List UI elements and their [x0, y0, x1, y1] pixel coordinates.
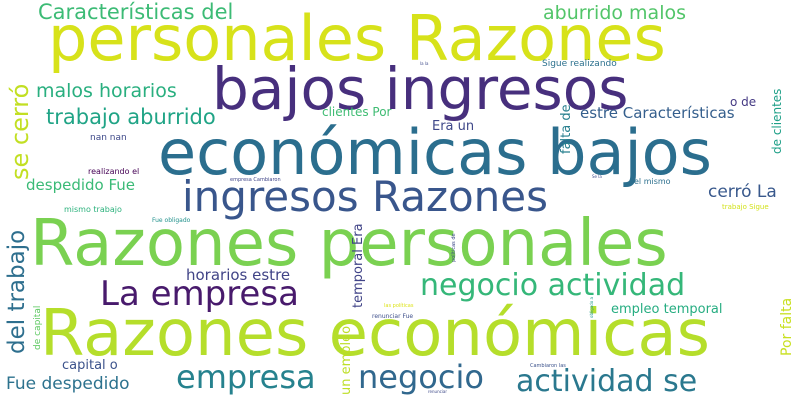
- word: renunciar Fue: [372, 313, 414, 320]
- word: malos horarios: [36, 80, 177, 102]
- word: empresa: [176, 358, 316, 396]
- word: Razones económicas: [40, 297, 710, 371]
- word: políticas de: [451, 233, 457, 262]
- word: obligado a: [589, 297, 594, 318]
- word: económicas bajos: [158, 116, 712, 189]
- word: actividad se: [516, 364, 698, 399]
- word: de clientes: [770, 88, 784, 154]
- word: aburrido malos: [543, 2, 686, 24]
- word: de capital: [33, 305, 43, 350]
- word: Razones personales: [30, 207, 668, 281]
- word: trabajo aburrido: [46, 105, 216, 129]
- word: despedido Fue: [26, 176, 136, 194]
- word: negocio: [358, 358, 484, 396]
- word: la la: [420, 61, 429, 66]
- word: falta de: [559, 104, 574, 154]
- word: las políticas: [384, 303, 414, 309]
- word: empleo temporal: [611, 302, 723, 317]
- word: Por falta: [779, 297, 795, 356]
- word: empresa Cambiaron: [230, 177, 281, 183]
- word: o de: [730, 95, 757, 109]
- word: del trabajo: [4, 229, 30, 354]
- word: Sigue realizando: [542, 59, 617, 69]
- word: un empleo: [339, 325, 354, 395]
- word: La empresa: [100, 274, 299, 314]
- word: realizando el: [88, 167, 140, 176]
- word: ingresos Razones: [182, 172, 549, 221]
- word: horarios estre: [186, 266, 291, 284]
- word: estre Características: [580, 104, 735, 122]
- word: se cerró: [6, 83, 34, 180]
- word: Fue despedido: [6, 374, 130, 394]
- word: clientes Por: [322, 105, 392, 119]
- word: Era un: [432, 119, 475, 134]
- word: Cambiaron las: [530, 363, 566, 369]
- word: Se la: [592, 174, 602, 179]
- word: mismo trabajo: [64, 205, 122, 214]
- word: capital o: [62, 358, 118, 373]
- word: el mismo: [634, 177, 671, 186]
- word: Características del: [38, 0, 234, 24]
- word: negocio actividad: [420, 268, 686, 303]
- word: bajos ingresos: [212, 55, 629, 123]
- word: cerró La: [708, 182, 777, 202]
- word: renunciar: [428, 389, 448, 394]
- word: trabajo Sigue: [722, 203, 769, 211]
- word: personales Razones: [48, 2, 666, 75]
- word: nan nan: [90, 133, 127, 143]
- word: temporal Era: [351, 223, 366, 308]
- word: Fue obligado: [152, 217, 191, 224]
